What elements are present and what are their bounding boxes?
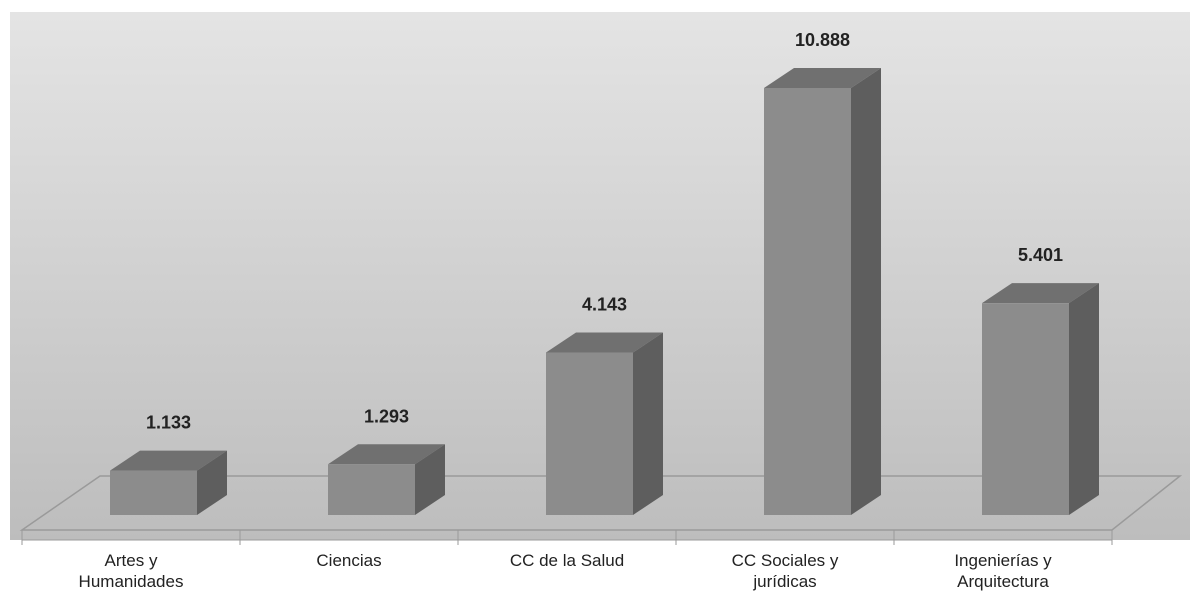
x-tick-label: Artes y Humanidades [78, 551, 184, 591]
floor [19, 475, 1183, 531]
bar-top [982, 283, 1099, 304]
bar-side [415, 444, 445, 515]
bar-side [1069, 283, 1099, 515]
x-tick-label: CC Sociales y jurídicas [731, 551, 839, 591]
bar-side [197, 450, 227, 515]
value-label: 5.401 [1018, 245, 1063, 265]
bar [110, 470, 197, 515]
bar [764, 88, 851, 515]
bar [982, 303, 1069, 515]
bar-top [764, 68, 881, 88]
value-label: 1.293 [364, 406, 409, 426]
bar [546, 352, 633, 515]
x-tick-label: CC de la Salud [509, 551, 625, 570]
bar-side [633, 332, 663, 515]
value-label: 1.133 [146, 413, 191, 433]
value-label: 10.888 [795, 30, 850, 50]
x-tick-label: Ciencias [316, 551, 382, 570]
bar-side [851, 68, 881, 515]
bar [328, 464, 415, 515]
x-tick-label: Ingenierías y Arquitectura [954, 551, 1052, 591]
bar-top [328, 444, 445, 465]
bar-top [546, 332, 663, 353]
value-label: 4.143 [582, 295, 627, 315]
bar-top [110, 450, 227, 471]
